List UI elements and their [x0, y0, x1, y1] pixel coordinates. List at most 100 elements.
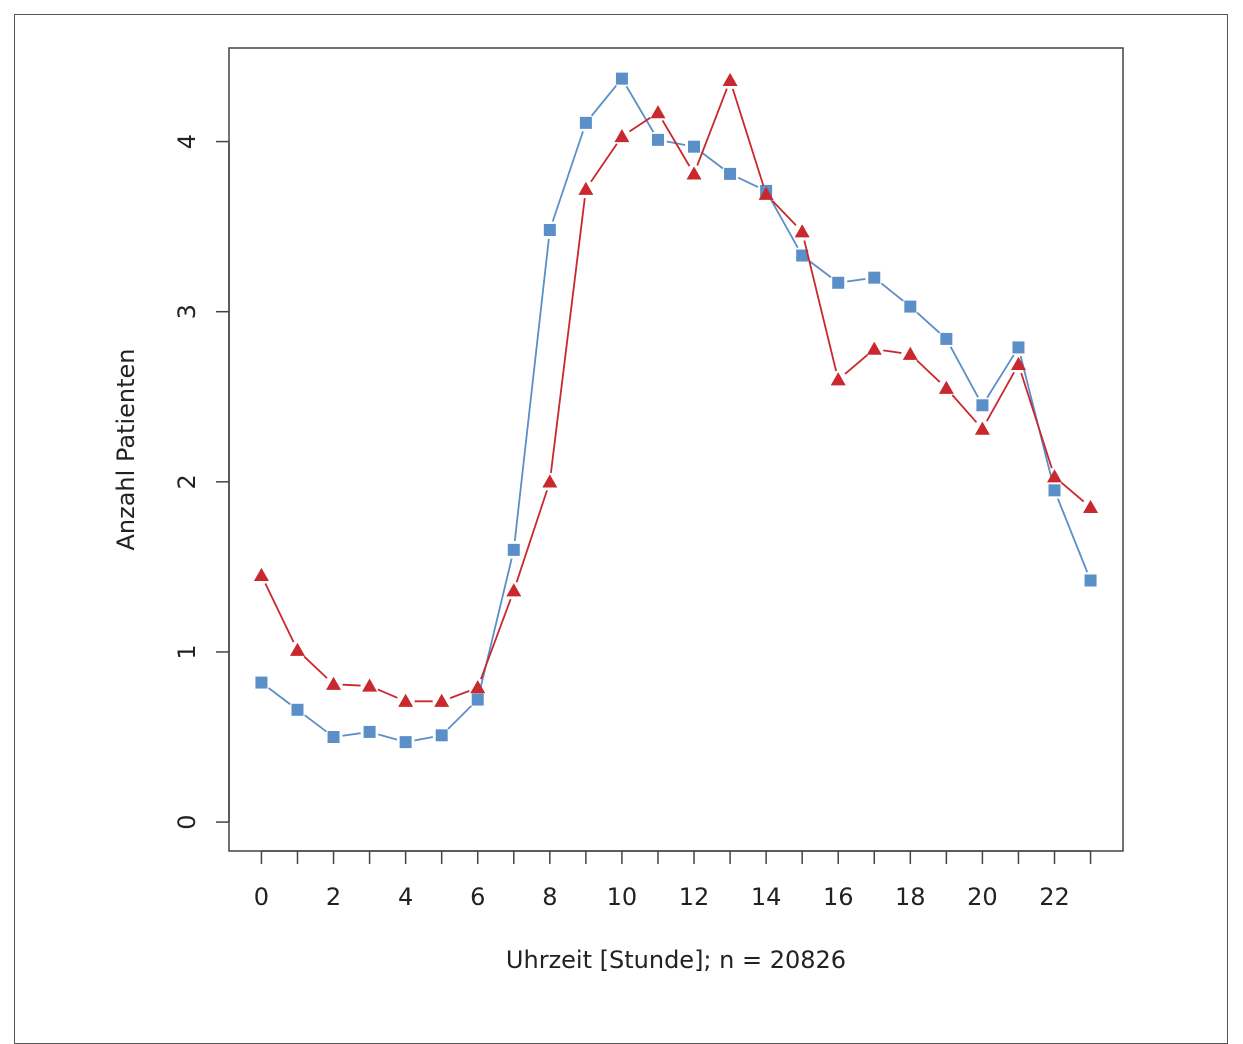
series-2-segment	[550, 198, 586, 474]
series-1-segment	[880, 282, 904, 302]
series-1-point	[976, 399, 989, 412]
series-2-point	[974, 421, 990, 435]
series-2-segment	[590, 143, 618, 183]
series-1-point	[435, 729, 448, 742]
x-tick-label: 6	[470, 883, 485, 911]
series-2	[253, 72, 1099, 707]
y-tick-label: 4	[173, 134, 201, 149]
series-1-point	[327, 731, 340, 744]
series-2-segment	[803, 240, 837, 372]
series-1-segment	[700, 151, 724, 170]
series-1-segment	[1057, 498, 1089, 573]
series-1-segment	[808, 260, 832, 279]
series-1-segment	[737, 176, 759, 188]
series-1-point	[399, 736, 412, 749]
series-2-point	[362, 678, 378, 692]
series-1-point	[868, 271, 881, 284]
series-2-point	[434, 693, 450, 707]
series-2-point	[506, 583, 522, 597]
series-2-segment	[515, 490, 548, 583]
series-2-point	[650, 105, 666, 119]
series-2-point	[470, 680, 486, 694]
series-2-point	[289, 642, 305, 656]
series-2-segment	[696, 88, 728, 166]
series-1-point	[255, 676, 268, 689]
series-2-point	[614, 128, 630, 143]
series-1-point	[796, 249, 809, 262]
series-2-point	[1083, 499, 1099, 513]
series-2-segment	[342, 683, 361, 687]
series-2-segment	[661, 119, 691, 167]
series-2-segment	[883, 349, 902, 354]
series-2-segment	[916, 359, 941, 383]
series-1-segment	[769, 198, 799, 249]
x-axis: 0 2 4 6 8 10 12 14 16 18 20 22	[254, 850, 1092, 911]
x-tick-label: 8	[542, 883, 557, 911]
series-2-segment	[844, 354, 868, 375]
x-tick-label: 2	[326, 883, 341, 911]
series-1-point	[724, 167, 737, 180]
series-2-segment	[986, 371, 1015, 422]
y-axis: 0 1 2 3 4	[173, 134, 230, 830]
series-2-point	[830, 372, 846, 386]
series-2-point	[758, 186, 774, 200]
series-2-segment	[628, 116, 651, 133]
series-1-segment	[447, 705, 472, 730]
series-1-point	[507, 543, 520, 556]
y-tick-label: 3	[173, 304, 201, 319]
series-1-point	[615, 72, 628, 85]
series-2-point	[253, 567, 269, 582]
series-1-point	[1012, 341, 1025, 354]
series-2-segment	[731, 88, 765, 186]
series-1-point	[688, 140, 701, 153]
series-1-segment	[342, 732, 361, 737]
plot-area	[228, 47, 1124, 852]
series-1-segment	[304, 714, 327, 733]
series-1-point	[291, 703, 304, 716]
series-1-segment	[513, 238, 550, 542]
series-1-point	[1084, 574, 1097, 587]
series-1-point	[363, 725, 376, 738]
series-2-point	[722, 72, 738, 86]
y-axis-title: Anzahl Patienten	[112, 349, 140, 551]
x-tick-label: 12	[679, 883, 710, 911]
x-axis-title: Uhrzeit [Stunde]; n = 20826	[506, 946, 846, 974]
series-2-segment	[771, 200, 797, 226]
series-2-segment	[480, 598, 512, 680]
series-1-point	[579, 116, 592, 129]
series-1-point	[1048, 484, 1061, 497]
x-tick-label: 4	[398, 883, 413, 911]
series-1-segment	[378, 733, 398, 741]
series-layer	[253, 72, 1099, 749]
series-2-point	[398, 693, 414, 707]
y-tick-label: 2	[173, 474, 201, 489]
series-2-point	[578, 181, 594, 195]
series-2-point	[542, 474, 558, 488]
series-2-segment	[1020, 372, 1053, 469]
x-tick-label: 20	[967, 883, 998, 911]
series-2-point	[686, 166, 702, 180]
series-2-point	[794, 224, 810, 238]
series-2-point	[938, 380, 954, 394]
series-1-point	[940, 332, 953, 345]
series-1-point	[651, 133, 664, 146]
series-2-segment	[1060, 481, 1085, 503]
figure-frame	[14, 14, 1228, 1044]
series-1-point	[543, 224, 556, 237]
series-1-segment	[268, 687, 291, 706]
series-1-segment	[986, 354, 1015, 399]
series-1-segment	[590, 85, 617, 117]
series-2-segment	[303, 655, 328, 679]
series-2-point	[1047, 469, 1063, 483]
x-tick-label: 22	[1039, 883, 1070, 911]
x-tick-label: 10	[607, 883, 638, 911]
series-2-point	[1010, 356, 1026, 371]
y-tick-label: 0	[173, 814, 201, 829]
x-tick-label: 18	[895, 883, 926, 911]
series-2-segment	[264, 583, 295, 643]
series-2-segment	[449, 690, 470, 699]
x-tick-label: 14	[751, 883, 782, 911]
series-1-segment	[949, 346, 979, 398]
series-1-point	[904, 300, 917, 313]
